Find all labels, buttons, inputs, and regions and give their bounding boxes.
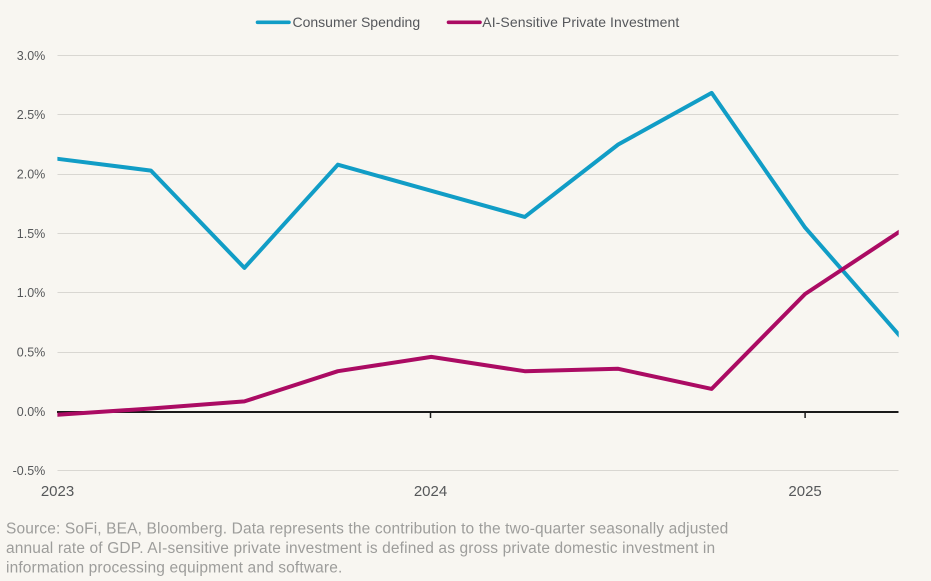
svg-text:information processing equipme: information processing equipment and sof… <box>6 560 342 577</box>
svg-text:-0.5%: -0.5% <box>13 464 46 478</box>
svg-text:Source: SoFi, BEA, Bloomberg.: Source: SoFi, BEA, Bloomberg. Data repre… <box>6 521 728 538</box>
svg-text:2024: 2024 <box>414 483 447 500</box>
svg-text:2023: 2023 <box>41 483 74 500</box>
svg-text:2.0%: 2.0% <box>17 168 46 182</box>
svg-text:1.0%: 1.0% <box>17 286 46 300</box>
svg-text:2025: 2025 <box>788 483 821 500</box>
svg-text:AI-Sensitive Private Investmen: AI-Sensitive Private Investment <box>482 14 679 30</box>
svg-text:3.0%: 3.0% <box>17 49 46 63</box>
svg-text:0.5%: 0.5% <box>17 346 46 360</box>
svg-text:0.0%: 0.0% <box>17 405 46 419</box>
svg-text:1.5%: 1.5% <box>17 227 46 241</box>
svg-text:Consumer Spending: Consumer Spending <box>293 14 421 30</box>
svg-text:annual rate of GDP. AI-sensiti: annual rate of GDP. AI-sensitive private… <box>6 540 715 557</box>
svg-text:2.5%: 2.5% <box>17 108 46 122</box>
